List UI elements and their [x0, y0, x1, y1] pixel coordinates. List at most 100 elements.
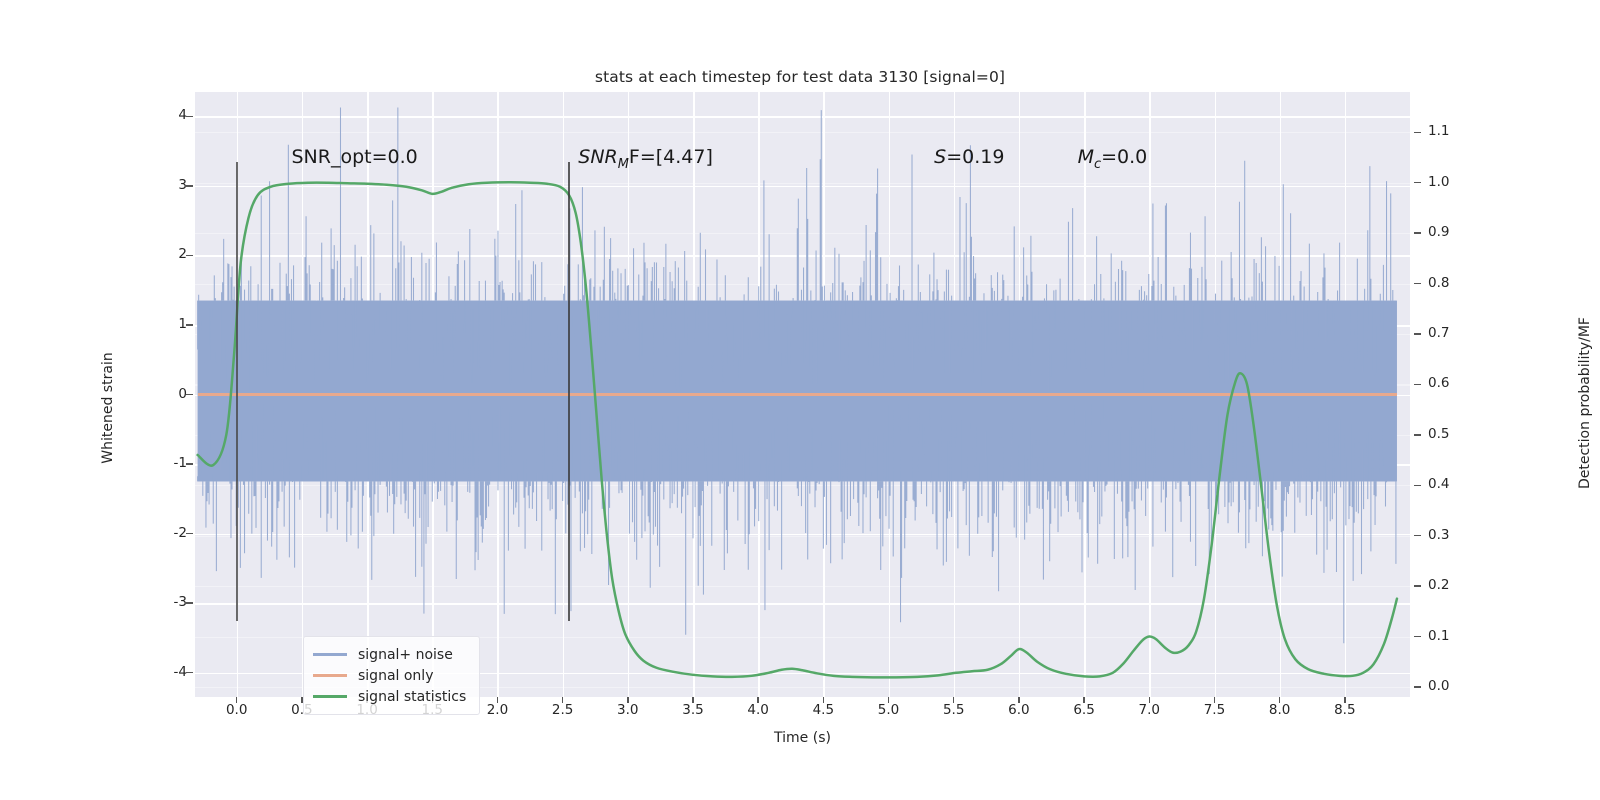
y-axis-tick-label-right: 0.3 [1428, 526, 1450, 543]
legend-swatch-icon [313, 653, 347, 656]
gridline-horizontal-minor [195, 586, 1410, 588]
x-axis-tick-label: 2.5 [551, 702, 574, 718]
x-axis-tick-label: 6.5 [1073, 702, 1095, 718]
y-axis-tickmark-right [1414, 434, 1421, 436]
signal-end-marker [568, 161, 571, 621]
chart-legend: signal+ noise signal only signal statistic… [303, 636, 481, 715]
x-axis-tick-label: 4.0 [747, 702, 769, 718]
x-axis-tick-label: 3.0 [617, 702, 639, 718]
noise-waveform [197, 107, 1397, 644]
x-axis-tickmark [1083, 697, 1085, 703]
y-axis-tickmark-left [186, 463, 193, 465]
x-axis-tick-label: 0.0 [225, 702, 248, 718]
x-axis-tickmark [822, 697, 825, 703]
x-axis-tick-label: 3.5 [682, 702, 704, 718]
y-axis-tick-label-right: 0.7 [1428, 325, 1450, 341]
y-axis-tick-label-left: -3 [173, 594, 187, 611]
legend-item-2: signal statistics [313, 686, 466, 707]
y-axis-tickmark-left [186, 532, 193, 535]
x-axis-tick-label: 5.5 [942, 702, 965, 718]
x-axis-tickmark [1148, 697, 1150, 703]
gridline-horizontal [195, 255, 1410, 257]
gridline-horizontal [195, 533, 1410, 536]
y-axis-tick-label-right: 1.0 [1428, 173, 1450, 190]
y-axis-tick-label-right: 0.9 [1428, 224, 1450, 241]
gridline-horizontal-minor [195, 535, 1410, 537]
signal-noise-series [195, 92, 1410, 697]
y-axis-tickmark-right [1414, 232, 1421, 234]
legend-item-1: signal only [313, 665, 466, 686]
y-axis-tickmark-right [1414, 686, 1421, 688]
x-axis-tick-label: 7.0 [1138, 702, 1160, 718]
signal-only-series [197, 393, 1397, 396]
gridline-horizontal-minor [195, 233, 1410, 235]
gridline-horizontal-minor [195, 283, 1410, 285]
gridline-horizontal-minor [195, 636, 1410, 638]
y-axis-tickmark-left [186, 671, 193, 674]
legend-item-0: signal+ noise [313, 644, 466, 665]
legend-swatch-icon [313, 674, 347, 677]
x-axis-tick-label: 8.0 [1268, 702, 1291, 718]
y-axis-tickmark-right [1414, 333, 1421, 335]
y-axis-label-left: Whitened strain [100, 352, 116, 464]
x-axis-tickmark [692, 697, 694, 703]
gridline-horizontal-minor [195, 182, 1410, 184]
x-axis-tickmark [1278, 697, 1281, 703]
statistics-curve [196, 181, 1399, 679]
gridline-horizontal [195, 603, 1410, 605]
x-axis-tick-label: 6.0 [1008, 702, 1030, 718]
x-axis-tick-label: 2.0 [486, 702, 509, 718]
y-axis-tick-label-right: 0.5 [1428, 425, 1450, 442]
y-axis-tick-label-right: 0.2 [1428, 577, 1450, 594]
y-axis-tickmark-left [186, 185, 193, 187]
y-axis-tick-label-left: 0 [178, 385, 187, 402]
x-axis-label: Time (s) [774, 730, 831, 746]
vertical-markers-layer [195, 92, 1410, 697]
y-axis-tick-label-right: 0.6 [1428, 375, 1450, 392]
x-axis-tickmark [887, 697, 890, 703]
y-axis-tick-label-left: 4 [178, 107, 187, 124]
y-axis-tick-label-left: -2 [173, 524, 187, 541]
y-axis-tickmark-left [186, 393, 193, 396]
gridline-horizontal-minor [195, 485, 1410, 487]
y-axis-tick-label-left: 3 [178, 176, 187, 193]
y-axis-tick-label-right: 0.8 [1428, 274, 1450, 291]
y-axis-tickmark-left [186, 254, 193, 257]
x-axis-tickmark [236, 697, 238, 703]
signal-start-marker [235, 161, 238, 621]
annotation-mc-stat: Mc=0.0 [1077, 146, 1148, 172]
x-axis-tickmark [1213, 697, 1216, 703]
y-axis-tickmark-right [1414, 282, 1421, 285]
y-axis-tickmark-left [186, 324, 193, 326]
annotation-snr-opt: SNR_opt=0.0 [291, 146, 418, 169]
legend-swatch-icon [313, 695, 347, 698]
y-axis-tick-label-left: 2 [178, 246, 187, 263]
y-axis-tickmark-left [186, 602, 193, 604]
y-axis-tickmark-right [1414, 182, 1421, 184]
signal-statistics-series [195, 92, 1410, 697]
x-axis-tickmark [757, 697, 759, 703]
y-axis-tickmark-right [1414, 383, 1421, 386]
gridline-horizontal [195, 672, 1410, 675]
y-axis-tickmark-right [1414, 131, 1421, 134]
y-axis-tick-label-right: 0.0 [1428, 677, 1450, 694]
x-axis-tick-label: 4.5 [812, 702, 835, 718]
legend-label: signal statistics [358, 688, 467, 705]
y-axis-tick-label-right: 0.1 [1428, 627, 1450, 644]
x-axis-tick-label: 8.5 [1334, 702, 1356, 718]
y-axis-tick-label-right: 1.1 [1428, 123, 1450, 140]
y-axis-label-right: Detection probability/MF [1577, 317, 1593, 490]
y-axis-tick-label-right: 0.4 [1428, 476, 1450, 493]
chart-title: stats at each timestep for test data 313… [594, 68, 1006, 86]
x-axis-tick-label: 7.5 [1203, 702, 1226, 718]
y-axis-tickmark-right [1414, 585, 1421, 587]
x-axis-tickmark [301, 697, 303, 703]
y-axis-tick-label-left: -1 [173, 455, 187, 472]
legend-label: signal+ noise [358, 646, 453, 663]
x-axis-tickmark [953, 697, 955, 703]
y-axis-tickmark-right [1414, 534, 1421, 537]
plot-area [195, 92, 1410, 697]
y-axis-tickmark-left [186, 115, 193, 118]
gridline-horizontal-minor [195, 686, 1410, 689]
